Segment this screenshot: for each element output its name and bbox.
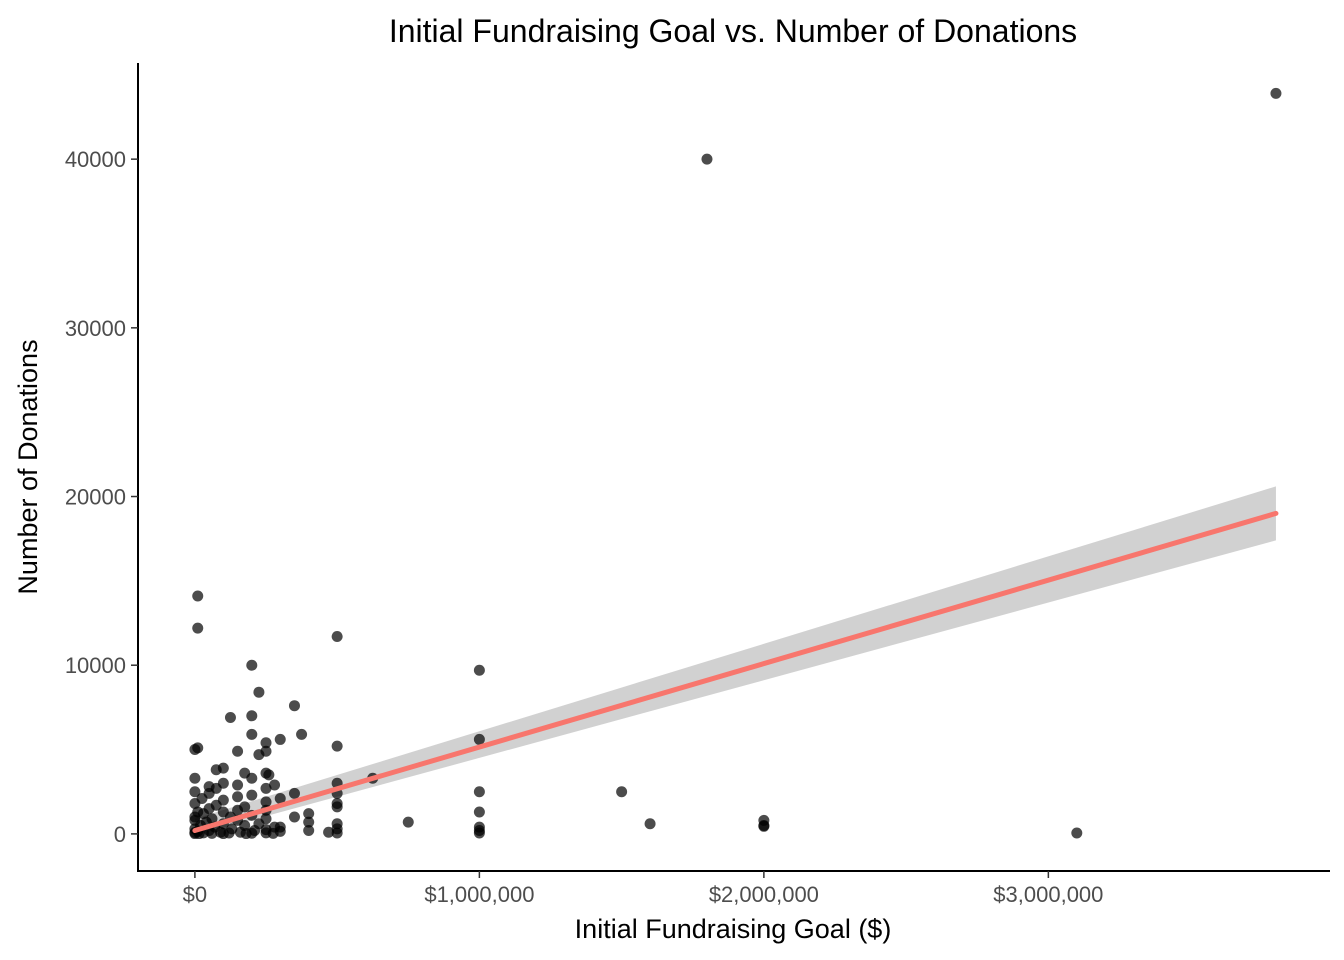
y-axis-ticks: 0 10000 20000 30000 40000 [65, 147, 138, 847]
data-point [331, 827, 343, 839]
data-point [296, 728, 308, 740]
data-point [246, 728, 258, 740]
trend-line [192, 510, 1279, 834]
y-tick-label: 30000 [65, 316, 126, 341]
data-point [402, 816, 414, 828]
data-point [260, 796, 272, 808]
data-point [473, 786, 485, 798]
data-point [232, 745, 244, 757]
y-tick-label: 40000 [65, 147, 126, 172]
confidence-band-layer [194, 486, 1276, 836]
data-point [253, 749, 265, 761]
data-point [616, 786, 628, 798]
data-point [260, 737, 272, 749]
data-point [701, 153, 713, 165]
data-point [303, 816, 315, 828]
data-point [246, 659, 258, 671]
data-point [224, 711, 236, 723]
data-point [288, 811, 300, 823]
data-point [192, 622, 204, 634]
data-point [246, 710, 258, 722]
data-point [331, 801, 343, 813]
trend-line-layer [192, 510, 1279, 834]
data-point [197, 808, 209, 820]
data-point [189, 744, 201, 756]
x-tick-label: $2,000,000 [709, 882, 819, 907]
data-point [1270, 87, 1282, 99]
data-point [189, 772, 201, 784]
data-point [232, 804, 244, 816]
data-point [288, 700, 300, 712]
data-point [246, 789, 258, 801]
data-point [323, 826, 335, 838]
confidence-band [194, 486, 1276, 836]
y-tick-label: 10000 [65, 653, 126, 678]
data-point [473, 733, 485, 745]
data-point [473, 806, 485, 818]
chart-title: Initial Fundraising Goal vs. Number of D… [389, 13, 1077, 49]
x-tick-label: $0 [183, 882, 207, 907]
data-point [331, 631, 343, 643]
x-tick-label: $3,000,000 [993, 882, 1103, 907]
data-point [240, 828, 252, 840]
data-point [758, 820, 770, 832]
data-point [217, 828, 229, 840]
data-point [473, 827, 485, 839]
data-point [192, 590, 204, 602]
y-tick-label: 0 [114, 822, 126, 847]
data-point [263, 769, 275, 781]
data-point [331, 740, 343, 752]
data-point [303, 825, 315, 837]
data-point [274, 733, 286, 745]
x-axis-ticks: $0 $1,000,000 $2,000,000 $3,000,000 [183, 871, 1103, 907]
data-point [253, 686, 265, 698]
data-point [260, 782, 272, 794]
data-point [246, 772, 258, 784]
data-point [217, 762, 229, 774]
x-axis-title: Initial Fundraising Goal ($) [575, 914, 892, 944]
data-point [189, 798, 201, 810]
data-point [267, 827, 279, 839]
data-point [189, 786, 201, 798]
x-tick-label: $1,000,000 [424, 882, 534, 907]
data-point [1071, 827, 1083, 839]
data-point [269, 779, 281, 791]
data-point [303, 808, 315, 820]
data-point [644, 818, 656, 830]
data-point [288, 787, 300, 799]
data-point [473, 664, 485, 676]
data-point [274, 792, 286, 804]
data-point [232, 791, 244, 803]
data-point [232, 779, 244, 791]
points-layer [189, 87, 1282, 840]
y-tick-label: 20000 [65, 485, 126, 510]
data-point [206, 827, 218, 839]
y-axis-title: Number of Donations [13, 339, 43, 594]
